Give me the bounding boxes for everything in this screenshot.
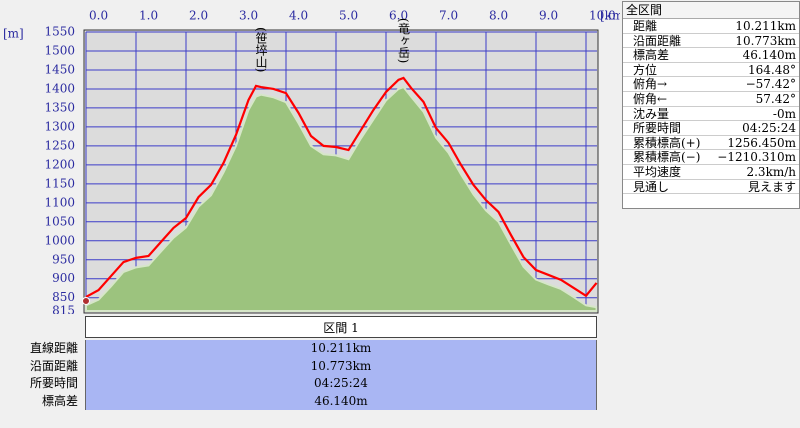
y-tick-label: 1350 <box>44 100 75 114</box>
section-value: 04:25:24 <box>85 375 597 393</box>
section-value: 10.773km <box>85 357 597 375</box>
stats-value: 10.773km <box>735 33 796 48</box>
stats-value: −57.42° <box>745 77 796 92</box>
x-tick-label: 1.0 <box>139 9 158 23</box>
stats-label: 累積標高(+) <box>633 135 701 150</box>
section-value: 10.211km <box>85 340 597 358</box>
section-row: 標高差 46.140m <box>0 392 600 410</box>
stats-row: 沈み量 -0m <box>623 107 799 122</box>
stats-row: 見通し 見えます <box>623 180 799 195</box>
stats-value: 164.48° <box>748 62 796 77</box>
x-tick-label: 6.0 <box>389 9 408 23</box>
y-tick-label: 900 <box>52 271 75 285</box>
x-tick-label: 0.0 <box>89 9 108 23</box>
stats-label: 沈み量 <box>633 106 670 121</box>
x-tick-label: 2.0 <box>189 9 208 23</box>
stats-row: 俯角→ −57.42° <box>623 77 799 92</box>
stats-row: 沿面距離 10.773km <box>623 34 799 49</box>
stats-row: 所要時間 04:25:24 <box>623 121 799 136</box>
peak-label: (笹埣山) <box>254 27 268 72</box>
y-tick-label: 1050 <box>44 214 75 228</box>
stats-value: -0m <box>772 106 796 121</box>
stats-value: 04:25:24 <box>742 121 796 136</box>
stats-label: 所要時間 <box>633 121 682 136</box>
panel-title: 全区間 <box>623 2 799 19</box>
stats-label: 俯角→ <box>633 77 668 92</box>
elevation-line <box>85 76 598 298</box>
section-label: 所要時間 <box>29 376 78 390</box>
x-tick-label: 4.0 <box>289 9 308 23</box>
stats-value: 57.42° <box>755 91 796 106</box>
section-row: 所要時間 04:25:24 <box>0 375 600 393</box>
stats-value: 2.3km/h <box>746 164 796 179</box>
section-header: 区間 1 <box>85 316 597 338</box>
section-label: 沿面距離 <box>29 358 78 373</box>
start-marker <box>82 296 90 305</box>
section-label: 標高差 <box>41 393 78 408</box>
y-tick-label: 1000 <box>44 233 75 247</box>
stats-label: 平均速度 <box>633 164 682 179</box>
y-tick-label: 1200 <box>44 157 75 171</box>
y-tick-label: 1150 <box>44 176 75 190</box>
y-tick-label: 1500 <box>44 43 75 57</box>
terrain-area <box>85 85 598 312</box>
stats-panel: 全区間 距離 10.211km 沿面距離 10.773km 標高差 46.140m 方位 16… <box>622 1 800 209</box>
stats-value: 10.211km <box>735 19 796 33</box>
stats-label: 沿面距離 <box>633 33 682 48</box>
y-tick-label: 1450 <box>44 62 75 76</box>
stats-row: 距離 10.211km <box>623 19 799 34</box>
stats-label: 俯角← <box>633 91 668 106</box>
section-row: 沿面距離 10.773km <box>0 357 600 375</box>
y-tick-label: 1300 <box>44 119 75 133</box>
section-value: 46.140m <box>85 392 597 410</box>
stats-value: 46.140m <box>742 48 796 63</box>
y-tick-label: 1550 <box>44 25 75 39</box>
x-tick-label: 5.0 <box>339 9 358 23</box>
y-unit: [m] <box>3 27 24 41</box>
x-tick-label: 10.0 <box>589 9 616 23</box>
y-tick-label: 950 <box>52 252 75 266</box>
y-tick-label: 1400 <box>44 81 75 95</box>
y-tick-label: 1250 <box>44 138 75 152</box>
stats-label: 累積標高(−) <box>633 150 701 165</box>
x-tick-label: 3.0 <box>239 9 258 23</box>
y-tick-label: 815 <box>52 304 75 315</box>
section-label: 直線距離 <box>29 341 78 355</box>
stats-label: 方位 <box>633 62 658 77</box>
stats-row: 俯角← 57.42° <box>623 92 799 107</box>
stats-label: 標高差 <box>633 48 670 63</box>
x-tick-label: 7.0 <box>439 9 458 23</box>
stats-row: 平均速度 2.3km/h <box>623 165 799 180</box>
stats-label: 距離 <box>633 19 658 33</box>
stats-row: 累積標高(−) −1210.310m <box>623 150 799 165</box>
stats-value: 1256.450m <box>727 135 796 150</box>
x-tick-label: 9.0 <box>539 9 558 23</box>
stats-value: −1210.310m <box>717 150 796 165</box>
y-tick-label: 1100 <box>44 195 75 209</box>
x-tick-label: 8.0 <box>489 9 508 23</box>
y-tick-label: 850 <box>52 290 75 304</box>
stats-row: 累積標高(+) 1256.450m <box>623 136 799 151</box>
stats-value: 見えます <box>747 179 796 194</box>
peak-label: (竜ヶ岳) <box>397 18 411 63</box>
stats-row: 方位 164.48° <box>623 63 799 78</box>
x-unit: [km] <box>600 9 620 23</box>
section-row: 直線距離 10.211km <box>0 340 600 358</box>
stats-label: 見通し <box>633 179 670 194</box>
stats-row: 標高差 46.140m <box>623 48 799 63</box>
